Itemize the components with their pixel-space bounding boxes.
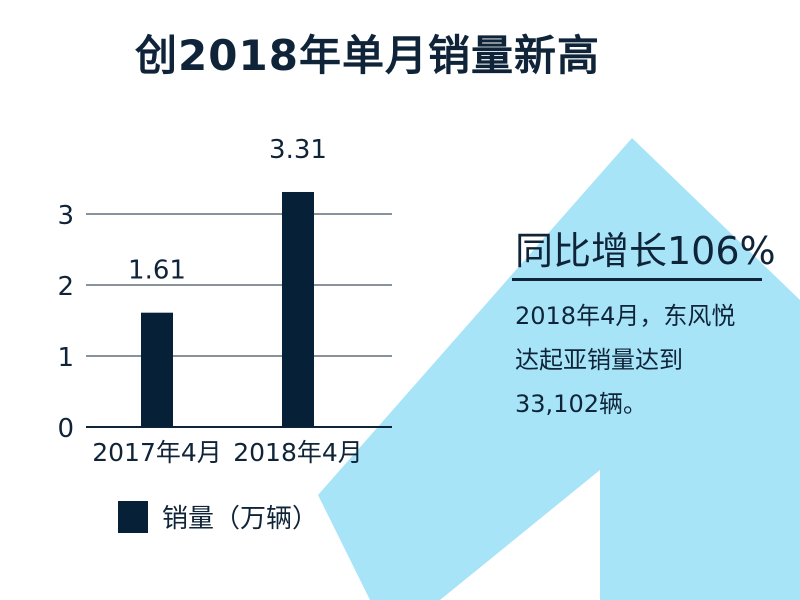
growth-heading: 同比增长106% [515,229,776,273]
chart-gridlines [86,213,392,428]
y-tick-label: 3 [57,201,74,231]
y-tick-label: 0 [57,414,74,444]
heading-underline [512,278,762,281]
bar [282,191,314,427]
y-tick-label: 2 [57,272,74,302]
data-label: 3.31 [269,135,327,165]
chart-bars [141,191,314,427]
legend-label: 销量（万辆） [162,504,319,534]
y-tick-label: 1 [57,343,74,373]
category-label: 2018年4月 [233,438,363,467]
legend-swatch [118,500,148,533]
page-title: 创2018年单月销量新高 [135,31,600,80]
chart-labels: 0 1 2 3 1.61 2017年4月 3.31 2018年4月 [57,135,362,467]
chart-legend: 销量（万辆） [118,498,318,535]
growth-description: 2018年4月，东风悦达起亚销量达到33,102辆。 [515,302,736,418]
category-label: 2017年4月 [92,438,222,467]
bar [141,312,173,427]
data-label: 1.61 [128,256,186,286]
